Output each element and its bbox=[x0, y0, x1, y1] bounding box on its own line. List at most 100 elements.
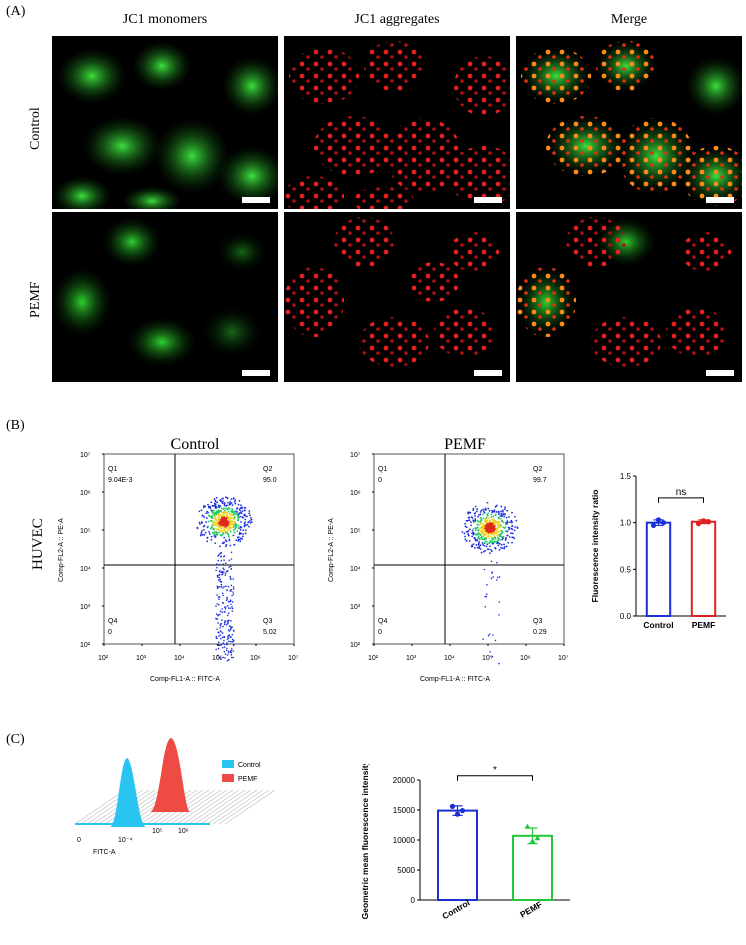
flow-dot bbox=[491, 524, 494, 527]
hatch-line bbox=[74, 789, 126, 825]
flow-dot bbox=[223, 611, 226, 613]
flow-dot bbox=[243, 514, 246, 517]
flow-dot bbox=[223, 502, 226, 504]
flow-dot bbox=[505, 516, 508, 519]
flow-dot bbox=[474, 515, 476, 517]
flow-dot bbox=[476, 520, 479, 522]
x-ticks: 10² 10³ 10⁴ 10⁵ 10⁶ 10⁷ bbox=[98, 644, 299, 662]
bar-pemf bbox=[512, 834, 553, 901]
x-tick-label: 10⁴ bbox=[174, 655, 185, 662]
flow-dot bbox=[201, 530, 203, 532]
flow-dot bbox=[495, 541, 498, 544]
flow-dot bbox=[217, 596, 220, 598]
flow-dot bbox=[215, 648, 217, 651]
flow-dot bbox=[247, 525, 250, 528]
flow-dot bbox=[478, 541, 481, 543]
x-tick-label: 10² bbox=[98, 655, 109, 662]
flow-dot bbox=[219, 534, 222, 536]
x-tick-label: Control bbox=[643, 620, 673, 630]
flow-dot bbox=[502, 513, 505, 516]
flow-dot bbox=[207, 503, 209, 506]
significance-label: * bbox=[493, 765, 497, 776]
flow-dot bbox=[487, 533, 490, 536]
flow-dot bbox=[244, 518, 247, 521]
flow-dot bbox=[498, 513, 500, 515]
flow-dot bbox=[470, 545, 473, 548]
flow-dot bbox=[200, 509, 203, 512]
flow-dot bbox=[230, 551, 233, 554]
flow-dot bbox=[240, 537, 242, 540]
flow-dot bbox=[507, 526, 510, 529]
row-label-huvec: HUVEC bbox=[30, 518, 46, 570]
flow-dot bbox=[203, 528, 205, 531]
flow-dot bbox=[228, 515, 231, 518]
flow-dot bbox=[209, 527, 212, 530]
flow-dot bbox=[221, 619, 223, 621]
flow-dot bbox=[220, 581, 223, 583]
flow-dot bbox=[230, 522, 232, 525]
flow-dot bbox=[493, 535, 496, 538]
flow-dot bbox=[206, 540, 209, 543]
flow-dot bbox=[480, 523, 482, 525]
y-tick-label: 10² bbox=[350, 642, 361, 649]
flow-dot bbox=[215, 617, 217, 620]
flow-dot bbox=[226, 515, 228, 518]
flow-dot bbox=[508, 516, 510, 518]
flow-dot bbox=[502, 526, 505, 529]
flow-dot bbox=[212, 511, 215, 514]
flow-dot bbox=[500, 546, 502, 549]
flow-dot bbox=[486, 530, 489, 532]
flow-dot bbox=[494, 523, 496, 526]
flow-dot bbox=[238, 500, 241, 502]
flow-dot bbox=[223, 643, 226, 646]
flow-dot bbox=[214, 514, 217, 516]
flow-dot bbox=[495, 531, 498, 534]
flow-dot bbox=[221, 573, 223, 576]
flow-dot bbox=[223, 507, 225, 510]
flow-dot bbox=[487, 512, 490, 515]
flow-dot bbox=[490, 535, 492, 538]
flow-dot bbox=[238, 508, 241, 511]
flow-dot bbox=[223, 585, 225, 588]
flow-dot bbox=[491, 550, 493, 553]
flow-dot bbox=[211, 526, 213, 528]
flow-dot bbox=[222, 573, 224, 575]
flow-dot bbox=[478, 529, 481, 532]
legend-label-pemf: PEMF bbox=[238, 776, 257, 783]
flow-dot bbox=[491, 511, 494, 514]
flow-dot bbox=[231, 607, 234, 610]
flow-dot bbox=[491, 540, 494, 542]
flow-dot bbox=[488, 633, 491, 635]
flow-dot bbox=[490, 513, 493, 516]
flow-dot bbox=[496, 521, 499, 524]
flow-dot bbox=[500, 520, 503, 523]
flow-dot bbox=[474, 539, 477, 542]
flow-dot bbox=[223, 646, 226, 648]
flow-dot bbox=[467, 534, 470, 537]
flow-dot bbox=[221, 522, 224, 525]
flow-dot bbox=[230, 654, 233, 656]
y-tick-label: 15000 bbox=[393, 806, 416, 815]
flow-dot bbox=[227, 640, 230, 643]
flow-dot bbox=[250, 518, 253, 521]
flow-dot bbox=[216, 594, 218, 596]
flow-dot bbox=[224, 545, 227, 548]
q3-block: Q3 5.02 bbox=[263, 616, 277, 638]
flow-dot bbox=[472, 533, 475, 536]
flow-dot bbox=[244, 509, 246, 512]
flow-dot bbox=[214, 536, 217, 539]
flow-dot bbox=[498, 662, 500, 665]
flow-dot bbox=[474, 519, 477, 522]
flow-dot bbox=[498, 614, 500, 616]
flow-dot bbox=[501, 538, 504, 541]
flow-dot bbox=[232, 521, 235, 523]
flow-dot bbox=[214, 523, 217, 526]
flow-dot bbox=[490, 516, 493, 518]
flow-dot bbox=[470, 521, 472, 524]
flow-dot bbox=[221, 632, 224, 634]
hatch-line bbox=[164, 789, 216, 825]
y-tick-label: 0 bbox=[411, 896, 416, 905]
flow-dot bbox=[224, 525, 227, 528]
flow-dot bbox=[465, 540, 468, 542]
flow-dot bbox=[220, 507, 223, 509]
